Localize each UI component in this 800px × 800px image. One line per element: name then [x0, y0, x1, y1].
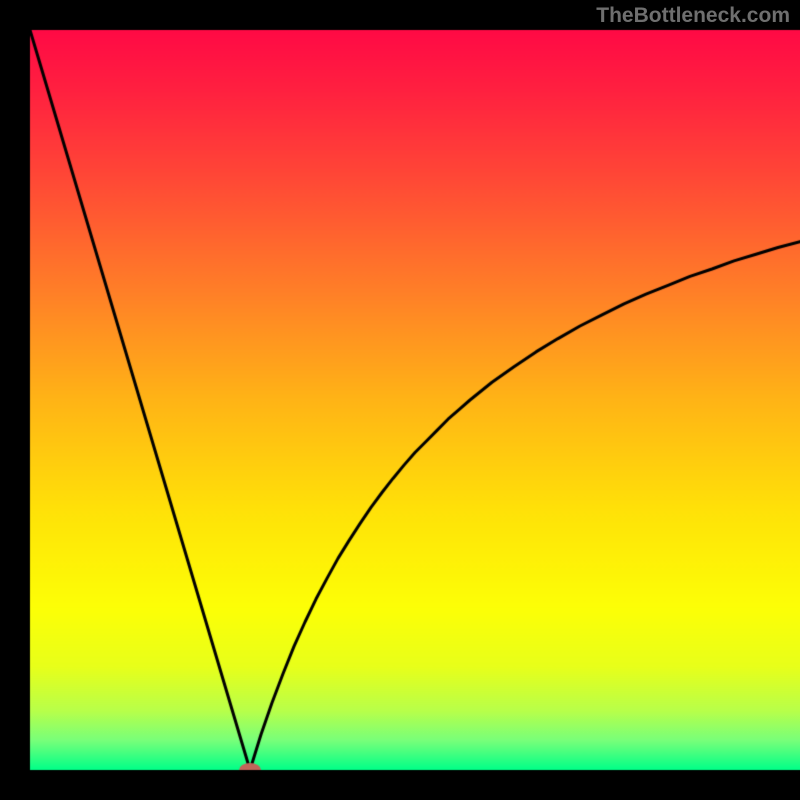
bottleneck-chart-canvas [0, 0, 800, 800]
watermark-text: TheBottleneck.com [596, 4, 790, 28]
chart-container: TheBottleneck.com [0, 0, 800, 800]
